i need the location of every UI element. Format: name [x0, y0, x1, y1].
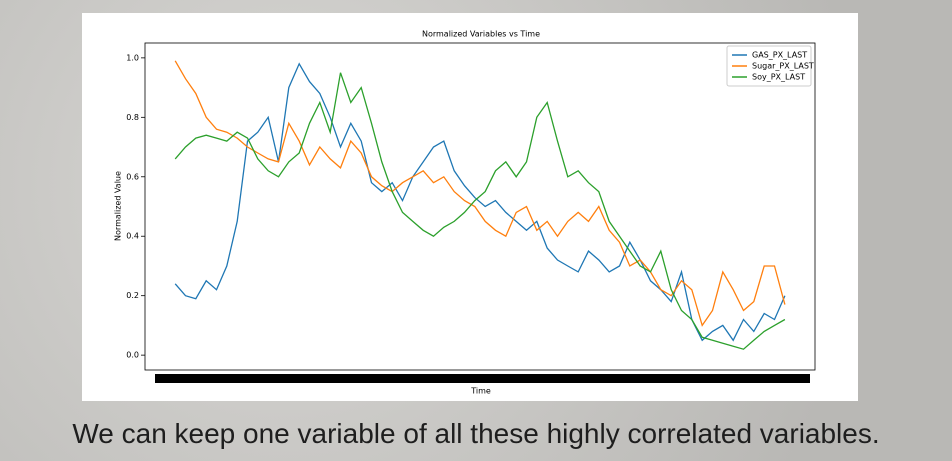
y-axis-label: Normalized Value: [114, 171, 123, 241]
legend-box: [726, 45, 812, 87]
line: [174, 72, 786, 350]
y-tick-label: 0.4: [126, 232, 139, 241]
legend-label: GAS_PX_LAST: [752, 51, 807, 60]
y-tick-label: 0.2: [126, 291, 139, 300]
line: [174, 62, 786, 342]
y-tick-label: 0.6: [126, 172, 139, 181]
x-tick-labels-overlap: [155, 374, 810, 383]
chart-title: Normalized Variables vs Time: [422, 30, 540, 39]
y-tick-label: 0.0: [126, 351, 139, 360]
legend-label: Soy_PX_LAST: [752, 73, 805, 82]
y-tick-label: 1.0: [126, 53, 139, 62]
y-tick-label: 0.8: [126, 113, 139, 122]
legend-label: Sugar_PX_LAST: [752, 62, 814, 71]
plot-frame: [144, 42, 816, 371]
caption: We can keep one variable of all these hi…: [72, 418, 880, 449]
x-axis-label: Time: [470, 387, 491, 396]
line: [174, 60, 786, 327]
